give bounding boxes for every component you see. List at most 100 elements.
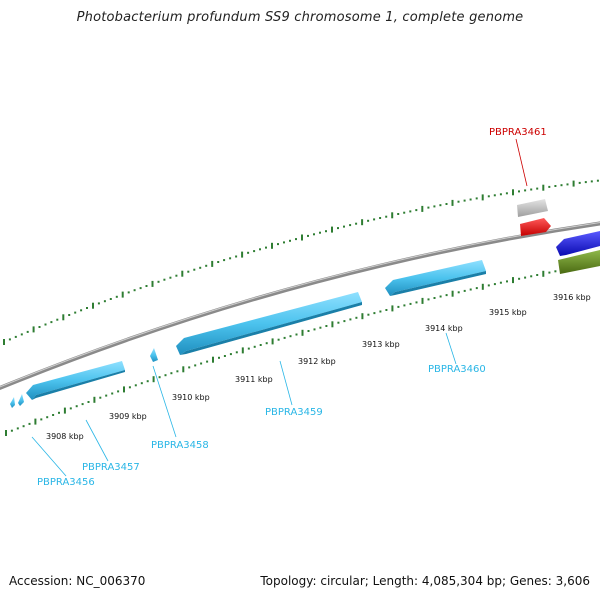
- minor-tick: [74, 311, 77, 314]
- minor-tick: [145, 285, 148, 287]
- gene-PBPRA3458[interactable]: [150, 348, 158, 362]
- gene-label[interactable]: PBPRA3460: [428, 364, 486, 375]
- minor-tick: [319, 231, 321, 234]
- minor-tick: [475, 197, 478, 200]
- major-tick: [123, 386, 125, 393]
- minor-tick: [81, 403, 84, 406]
- minor-tick: [133, 289, 136, 292]
- minor-tick: [265, 246, 267, 249]
- minor-tick: [277, 338, 280, 341]
- minor-tick: [87, 401, 90, 403]
- scale-label: 3912 kbp: [298, 357, 336, 366]
- outer-scale-ticks: [3, 179, 599, 345]
- accession-text: Accession: NC_006370: [9, 574, 146, 588]
- minor-tick: [590, 180, 593, 183]
- minor-tick: [247, 347, 250, 350]
- minor-tick: [259, 248, 261, 251]
- major-tick: [542, 270, 545, 277]
- minor-tick: [403, 211, 406, 214]
- minor-tick: [307, 330, 310, 332]
- minor-tick: [439, 295, 442, 298]
- minor-tick: [75, 405, 78, 408]
- major-tick: [34, 418, 37, 425]
- minor-tick: [499, 281, 502, 284]
- scale-label: 3915 kbp: [489, 308, 527, 317]
- minor-tick: [146, 380, 149, 383]
- major-tick: [481, 283, 484, 290]
- minor-tick: [253, 345, 256, 348]
- minor-tick: [277, 243, 279, 246]
- minor-tick: [355, 222, 358, 225]
- minor-tick: [397, 213, 400, 215]
- minor-tick: [283, 336, 286, 339]
- minor-tick: [99, 396, 102, 399]
- minor-tick: [403, 304, 406, 307]
- minor-tick: [469, 198, 472, 201]
- minor-tick: [289, 239, 291, 242]
- minor-tick: [349, 318, 352, 321]
- minor-tick: [506, 280, 508, 283]
- minor-tick: [385, 309, 388, 311]
- gene-label[interactable]: PBPRA3457: [82, 462, 140, 473]
- gene-label[interactable]: PBPRA3456: [37, 477, 95, 488]
- gene-red[interactable]: [520, 218, 551, 236]
- minor-tick: [217, 261, 220, 263]
- gene-blue[interactable]: [556, 231, 600, 256]
- minor-tick: [109, 298, 112, 300]
- minor-tick: [218, 356, 220, 359]
- minor-tick: [457, 200, 460, 203]
- minor-tick: [409, 210, 412, 213]
- major-tick: [391, 305, 394, 312]
- major-tick: [92, 302, 94, 309]
- major-tick: [181, 270, 184, 277]
- minor-tick: [235, 351, 238, 354]
- genome-summary-text: Topology: circular; Length: 4,085,304 bp…: [260, 574, 590, 588]
- minor-tick: [140, 382, 143, 385]
- minor-tick: [253, 250, 256, 253]
- scale-label: 3916 kbp: [553, 293, 591, 302]
- minor-tick: [518, 277, 521, 280]
- minor-tick: [22, 425, 25, 428]
- minor-tick: [415, 301, 418, 304]
- gene-PBPRA3456[interactable]: [10, 394, 24, 408]
- gene-label[interactable]: PBPRA3458: [151, 440, 209, 451]
- gene-PBPRA3459[interactable]: [176, 292, 362, 355]
- gene-PBPRA3460[interactable]: [385, 260, 486, 296]
- gene-PBPRA3457[interactable]: [26, 361, 125, 400]
- minor-tick: [52, 414, 55, 416]
- minor-tick: [409, 302, 412, 305]
- major-tick: [121, 291, 124, 298]
- gene-label[interactable]: PBPRA3461: [489, 127, 547, 138]
- minor-tick: [343, 320, 346, 323]
- minor-tick: [176, 370, 179, 373]
- minor-tick: [128, 386, 131, 389]
- minor-tick: [584, 181, 587, 184]
- minor-tick: [596, 179, 599, 182]
- minor-tick: [97, 302, 100, 305]
- minor-tick: [235, 255, 238, 258]
- minor-tick: [283, 241, 285, 244]
- minor-tick: [548, 271, 551, 274]
- gene-PBPRA3461[interactable]: [517, 199, 548, 217]
- minor-tick: [397, 305, 400, 308]
- minor-tick: [127, 291, 130, 294]
- gene-label[interactable]: PBPRA3459: [265, 407, 323, 418]
- minor-tick: [134, 384, 137, 387]
- minor-tick: [367, 219, 370, 222]
- minor-tick: [58, 411, 60, 414]
- minor-tick: [117, 390, 120, 393]
- major-tick: [301, 234, 303, 241]
- gene-labels: PBPRA3456 PBPRA3457 PBPRA3458 PBPRA3459 …: [37, 127, 547, 488]
- minor-tick: [56, 318, 59, 321]
- minor-tick: [20, 333, 23, 336]
- minor-tick: [433, 297, 436, 299]
- minor-tick: [385, 215, 388, 218]
- minor-tick: [295, 238, 297, 241]
- major-tick: [271, 338, 274, 345]
- major-tick: [331, 226, 333, 233]
- minor-tick: [158, 376, 161, 379]
- minor-tick: [475, 287, 478, 290]
- minor-tick: [319, 326, 322, 329]
- gene-olive[interactable]: [558, 250, 600, 274]
- major-tick: [572, 180, 575, 187]
